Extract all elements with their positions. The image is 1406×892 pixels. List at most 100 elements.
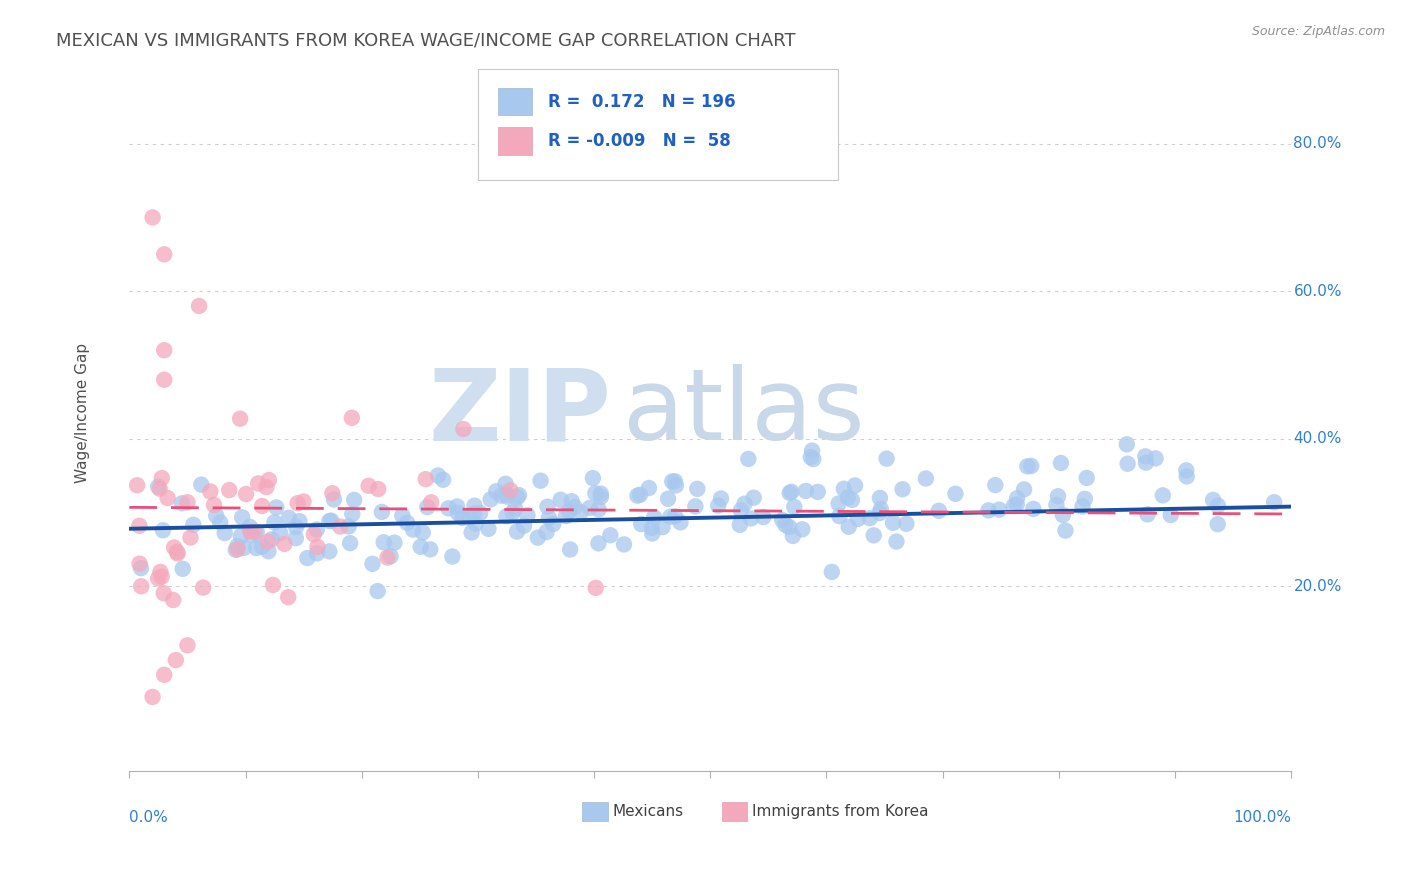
Point (569, 505, 592, 519)
Point (794, 483, 817, 498)
Point (152, 586, 174, 600)
Point (1012, 483, 1035, 497)
Point (257, 544, 280, 558)
Point (1074, 491, 1097, 506)
Point (329, 519, 352, 533)
Point (821, 565, 844, 579)
Point (588, 536, 610, 550)
Text: Mexicans: Mexicans (613, 804, 683, 819)
Point (707, 499, 730, 513)
Point (1136, 508, 1159, 522)
Text: 40.0%: 40.0% (1294, 431, 1341, 446)
Point (862, 528, 884, 542)
Point (321, 486, 343, 500)
Point (205, 508, 228, 523)
Point (307, 540, 329, 554)
Point (869, 491, 891, 505)
Point (179, 531, 201, 545)
Point (287, 496, 309, 510)
Point (585, 581, 607, 595)
Point (477, 522, 499, 536)
Point (1005, 497, 1028, 511)
FancyBboxPatch shape (721, 802, 748, 821)
Point (415, 472, 437, 486)
Point (770, 513, 793, 527)
Point (599, 528, 621, 542)
Point (163, 541, 186, 555)
Point (583, 486, 606, 500)
Point (172, 562, 194, 576)
Point (742, 491, 765, 505)
Point (550, 492, 572, 507)
Point (150, 471, 173, 485)
Point (977, 503, 1000, 517)
Point (896, 516, 918, 531)
Text: ZIP: ZIP (429, 365, 612, 461)
Point (740, 511, 762, 525)
Point (229, 529, 252, 543)
Point (162, 593, 184, 607)
Point (1076, 471, 1098, 485)
Text: atlas: atlas (623, 365, 865, 461)
Point (202, 498, 225, 512)
Point (146, 571, 169, 585)
Point (200, 484, 222, 499)
Point (128, 518, 150, 533)
Point (513, 518, 536, 533)
Point (432, 473, 454, 487)
Point (464, 516, 486, 531)
Text: R = -0.009   N =  58: R = -0.009 N = 58 (547, 132, 730, 150)
Point (801, 443, 824, 458)
Point (779, 486, 801, 500)
Point (526, 531, 548, 545)
Point (288, 514, 311, 528)
Point (1050, 456, 1073, 470)
Point (412, 525, 434, 540)
Point (129, 579, 152, 593)
Text: 100.0%: 100.0% (1233, 810, 1291, 825)
Text: 20.0%: 20.0% (1294, 579, 1341, 594)
Point (153, 668, 176, 682)
Text: 0.0%: 0.0% (129, 810, 169, 825)
Point (409, 540, 432, 554)
Point (273, 537, 295, 551)
Point (470, 506, 492, 520)
Point (367, 482, 389, 496)
Point (1116, 457, 1139, 471)
Point (1202, 492, 1225, 507)
Point (859, 511, 882, 525)
Point (1175, 463, 1198, 477)
Point (828, 509, 851, 524)
Point (188, 299, 211, 313)
Point (641, 521, 664, 535)
Point (371, 505, 394, 519)
Point (792, 522, 814, 536)
Point (339, 536, 361, 550)
Point (657, 491, 679, 506)
Point (235, 487, 257, 501)
Point (419, 542, 441, 557)
Point (460, 525, 482, 540)
Point (391, 508, 413, 523)
Point (318, 514, 340, 528)
Text: Immigrants from Korea: Immigrants from Korea (752, 804, 928, 819)
Point (150, 570, 173, 584)
Point (651, 520, 673, 534)
Point (292, 494, 315, 508)
Point (416, 500, 439, 515)
Point (153, 373, 176, 387)
Point (266, 500, 288, 515)
Point (322, 492, 344, 507)
Point (844, 478, 866, 492)
Point (380, 549, 402, 564)
Point (453, 422, 475, 436)
Point (277, 510, 299, 524)
Point (558, 542, 581, 557)
Point (142, 211, 165, 225)
Point (1052, 508, 1074, 522)
Point (357, 479, 380, 493)
Point (373, 535, 395, 549)
Point (686, 482, 709, 496)
Point (579, 500, 602, 515)
Point (659, 509, 682, 524)
